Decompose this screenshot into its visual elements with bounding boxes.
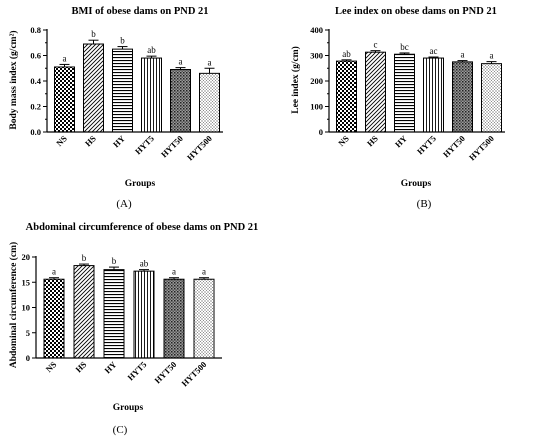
significance-label: ab xyxy=(147,45,156,55)
y-tick-label: 0.8 xyxy=(30,25,41,35)
significance-label: a xyxy=(461,50,465,60)
y-tick-label: 200 xyxy=(310,76,323,86)
y-tick-label: 0.6 xyxy=(30,51,41,61)
x-tick-label: HS xyxy=(365,133,380,148)
axes xyxy=(35,256,222,359)
significance-label: a xyxy=(202,267,206,277)
chart-panel-c: Abdominal circumference of obese dams on… xyxy=(8,222,258,436)
bar xyxy=(163,278,185,359)
x-tick-label: HYT500 xyxy=(179,359,208,388)
x-tick-label: HYT500 xyxy=(185,133,214,162)
y-tick-label: 0.0 xyxy=(30,127,41,137)
x-tick-label: HY xyxy=(393,133,409,149)
panel-label: (A) xyxy=(116,198,132,210)
significance-label: ab xyxy=(342,49,351,59)
y-axis-label: Abdominal circumference (cm) xyxy=(8,242,19,368)
bar xyxy=(452,61,473,133)
x-tick-label: NS xyxy=(44,359,59,374)
x-tick-label: HYT5 xyxy=(125,359,148,382)
bar xyxy=(423,57,444,133)
x-tick-label: HY xyxy=(102,359,118,375)
y-tick-label: 20 xyxy=(22,252,31,262)
y-tick-label: 0.2 xyxy=(30,102,41,112)
y-tick-label: 5 xyxy=(26,328,30,338)
x-axis-label: Groups xyxy=(113,403,144,413)
chart-title: Abdominal circumference of obese dams on… xyxy=(26,222,259,233)
significance-label: a xyxy=(172,267,176,277)
x-tick-label: NS xyxy=(336,133,351,148)
y-tick-label: 400 xyxy=(310,25,323,35)
y-tick-label: 300 xyxy=(310,51,323,61)
bar xyxy=(83,43,104,133)
axes xyxy=(328,29,505,133)
bar xyxy=(112,48,133,133)
significance-label: a xyxy=(208,57,212,67)
significance-label: b xyxy=(112,256,117,266)
chart-panel-b: Lee index on obese dams on PND 21 Lee in… xyxy=(290,6,505,210)
x-tick-label: HYT50 xyxy=(441,133,467,159)
chart-title: Lee index on obese dams on PND 21 xyxy=(335,6,497,17)
panel-label: (B) xyxy=(417,198,432,210)
x-tick-labels: NS HS HY HYT5 HYT50 HYT500 xyxy=(44,359,209,388)
bar xyxy=(199,72,220,133)
bar xyxy=(73,265,95,359)
y-tick-label: 0 xyxy=(26,353,30,363)
bar xyxy=(54,66,75,133)
x-axis-label: Groups xyxy=(125,179,156,189)
significance-label: a xyxy=(490,51,494,61)
y-tick-label: 10 xyxy=(22,303,31,313)
bars: ab c bc ac a a xyxy=(336,40,502,133)
y-tick-label: 0 xyxy=(319,127,323,137)
bar xyxy=(133,270,155,359)
bar xyxy=(43,278,65,359)
y-tick-label: 100 xyxy=(310,102,323,112)
x-tick-label: HYT500 xyxy=(467,133,496,162)
significance-label: a xyxy=(179,57,183,67)
axes xyxy=(46,29,223,133)
y-axis-ticks: 0 5 10 15 20 xyxy=(22,252,36,363)
bar xyxy=(365,51,386,133)
significance-label: ab xyxy=(140,259,149,269)
x-tick-label: HY xyxy=(111,133,127,149)
x-tick-label: HS xyxy=(73,359,88,374)
bar xyxy=(481,63,502,133)
y-tick-label: 0.4 xyxy=(30,76,41,86)
significance-label: bc xyxy=(400,42,409,52)
x-tick-labels: NS HS HY HYT5 HYT50 HYT500 xyxy=(336,133,496,162)
x-tick-labels: NS HS HY HYT5 HYT50 HYT500 xyxy=(54,133,214,162)
bar xyxy=(141,57,162,133)
x-tick-label: HYT50 xyxy=(159,133,185,159)
bar xyxy=(336,60,357,133)
significance-label: a xyxy=(63,53,67,63)
bar xyxy=(394,53,415,133)
y-axis-ticks: 0.0 0.2 0.4 0.6 0.8 xyxy=(30,25,47,137)
significance-label: b xyxy=(120,36,125,46)
bar xyxy=(170,69,191,133)
bar xyxy=(103,269,125,359)
x-tick-label: HYT5 xyxy=(415,133,438,156)
chart-panel-a: BMI of obese dams on PND 21 Body mass in… xyxy=(8,6,223,210)
significance-label: b xyxy=(91,29,96,39)
x-tick-label: HYT5 xyxy=(133,133,156,156)
significance-label: a xyxy=(52,267,56,277)
y-tick-label: 15 xyxy=(22,277,31,287)
y-axis-label: Body mass index (g/cm²) xyxy=(8,30,19,129)
y-axis-label: Lee index (g/cm) xyxy=(290,46,301,114)
x-tick-label: HS xyxy=(83,133,98,148)
chart-title: BMI of obese dams on PND 21 xyxy=(71,6,208,17)
x-axis-label: Groups xyxy=(401,179,432,189)
significance-label: ac xyxy=(430,46,438,56)
significance-label: b xyxy=(82,253,87,263)
y-axis-ticks: 0 100 200 300 400 xyxy=(310,25,329,137)
bar xyxy=(193,278,215,359)
significance-label: c xyxy=(374,40,378,50)
x-tick-label: HYT50 xyxy=(152,359,178,385)
panel-label: (C) xyxy=(113,424,128,436)
x-tick-label: NS xyxy=(54,133,69,148)
